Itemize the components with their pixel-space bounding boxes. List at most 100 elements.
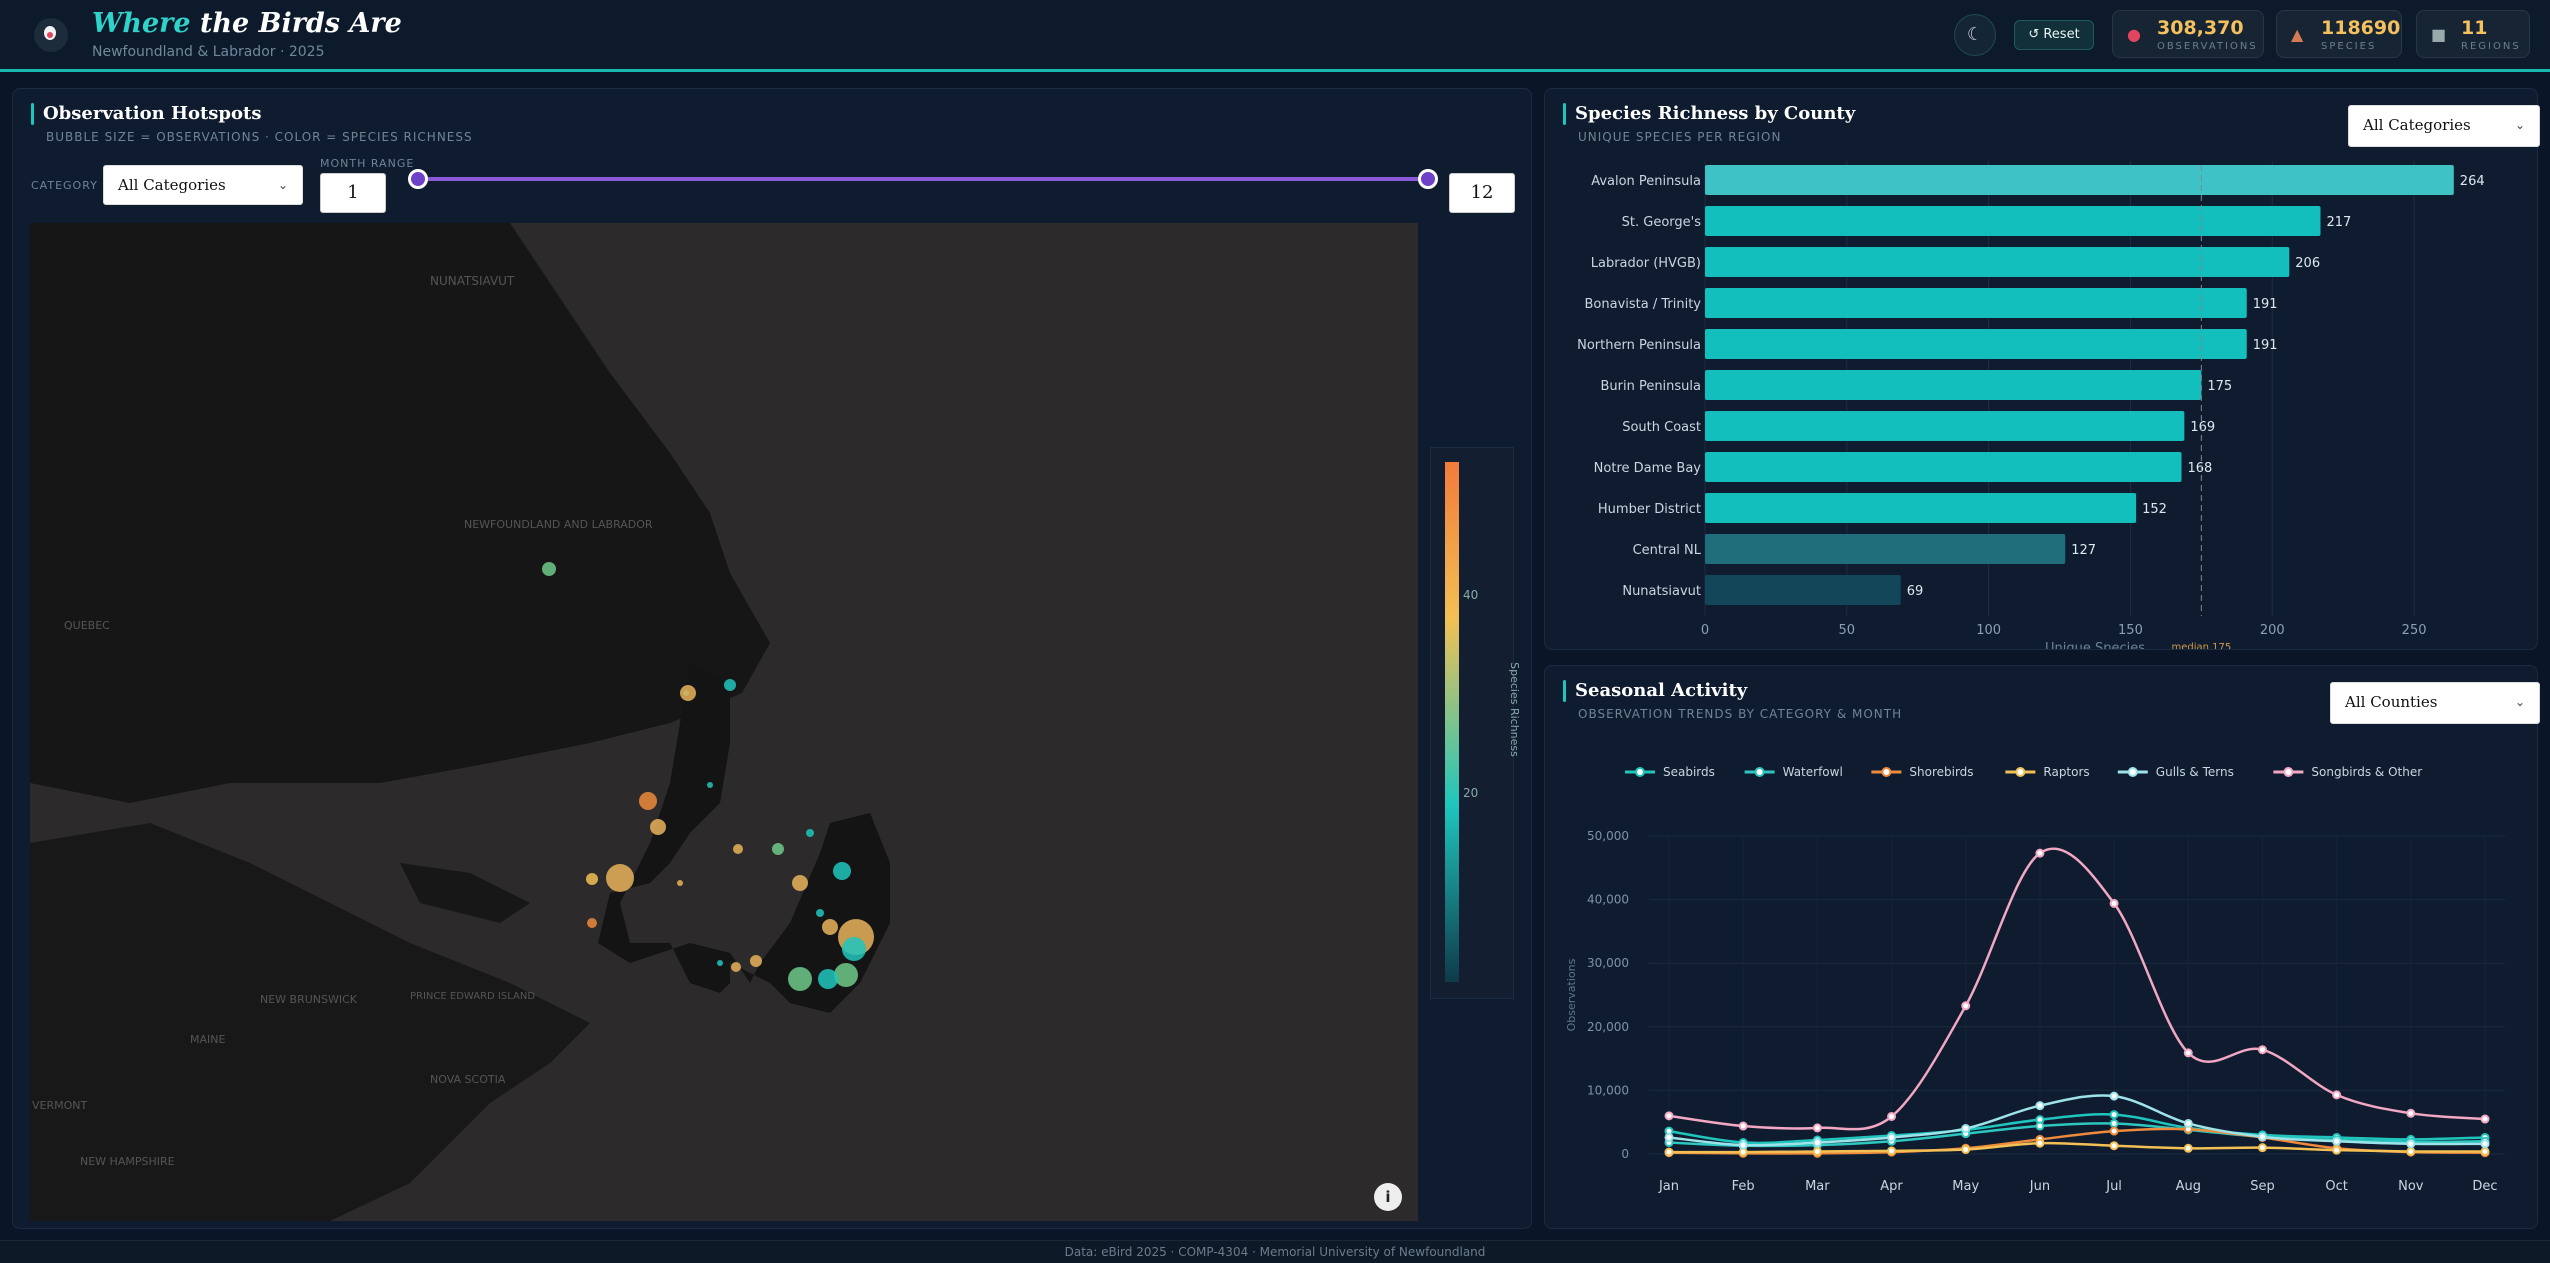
richness-chart: 0 50 100 150 200 250 Avalon Peninsula 264 St. Ge…: [1577, 161, 2485, 649]
data-point: [1887, 1132, 1897, 1142]
app-subtitle: Newfoundland & Labrador · 2025: [92, 44, 325, 60]
map-label-new-hampshire: NEW HAMPSHIRE: [80, 1155, 175, 1168]
data-point: [2480, 1146, 2490, 1156]
category-label: St. George's: [1622, 215, 1702, 230]
bar: [1705, 452, 2182, 482]
data-point: [2406, 1139, 2416, 1149]
data-point: [2035, 1101, 2045, 1111]
data-point: [2109, 898, 2119, 908]
bar: [1705, 206, 2321, 236]
hotspot-bubble[interactable]: [650, 819, 666, 835]
month-range-slider[interactable]: [408, 169, 1438, 189]
footer: Data: eBird 2025 · COMP-4304 · Memorial …: [0, 1240, 2550, 1263]
month-range-label: MONTH RANGE: [320, 157, 415, 170]
hotspot-bubble[interactable]: [724, 679, 736, 691]
hotspot-bubble[interactable]: [677, 880, 683, 886]
colorbar-tick-20: 20: [1463, 786, 1479, 800]
hotspot-bubble[interactable]: [772, 843, 784, 855]
x-tick-label: 200: [2260, 623, 2285, 638]
theme-toggle-button[interactable]: ☾: [1954, 14, 1996, 56]
data-point: [2257, 1132, 2267, 1142]
bar-value-label: 264: [2460, 174, 2485, 189]
category-select[interactable]: All Categories ⌄: [103, 165, 303, 205]
legend-label: Shorebirds: [1909, 765, 1973, 779]
hotspot-bubble[interactable]: [680, 685, 696, 701]
hotspot-bubble[interactable]: [707, 782, 713, 788]
legend-marker: [1754, 767, 1765, 777]
data-point: [2406, 1108, 2416, 1118]
x-tick-label: 50: [1839, 623, 1856, 638]
data-point: [1961, 1124, 1971, 1134]
colorbar-gradient: [1445, 462, 1459, 982]
x-tick-label: Mar: [1805, 1179, 1830, 1194]
regions-stat: ■ 11 REGIONS: [2416, 10, 2530, 58]
chevron-down-icon: ⌄: [277, 178, 288, 192]
map-label-nunatsiavut: NUNATSIAVUT: [430, 274, 515, 288]
bird-logo-icon: [34, 18, 68, 52]
x-axis-label: Unique Species: [2045, 641, 2145, 649]
data-point: [1664, 1111, 1674, 1121]
hotspot-bubble[interactable]: [750, 955, 762, 967]
y-tick-label: 20,000: [1587, 1020, 1629, 1034]
month-max-input[interactable]: 12: [1449, 173, 1515, 213]
bar-value-label: 206: [2295, 256, 2320, 271]
category-label: South Coast: [1622, 420, 1701, 435]
category-label: Central NL: [1633, 543, 1702, 558]
seasonal-subtitle: OBSERVATION TRENDS BY CATEGORY & MONTH: [1578, 707, 1903, 721]
seasonal-county-select[interactable]: All Counties ⌄: [2330, 682, 2540, 724]
land-newfoundland: [598, 663, 890, 1013]
observations-stat: ● 308,370 OBSERVATIONS: [2112, 10, 2264, 58]
hotspot-bubble[interactable]: [822, 919, 838, 935]
hotspot-bubble[interactable]: [639, 792, 657, 810]
bar-value-label: 127: [2071, 543, 2096, 558]
data-point: [1812, 1123, 1822, 1133]
data-point: [1664, 1132, 1674, 1142]
data-point: [2183, 1143, 2193, 1153]
map-label-pei: PRINCE EDWARD ISLAND: [410, 991, 535, 1002]
map-label-nova-scotia: NOVA SCOTIA: [430, 1073, 506, 1086]
hotspot-bubble[interactable]: [816, 909, 824, 917]
hotspot-bubble[interactable]: [606, 864, 634, 892]
data-point: [1738, 1140, 1748, 1150]
hotspot-bubble[interactable]: [818, 969, 838, 989]
bar-value-label: 169: [2190, 420, 2215, 435]
x-tick-label: Feb: [1732, 1179, 1755, 1194]
bar-value-label: 191: [2253, 338, 2278, 353]
richness-category-select[interactable]: All Categories ⌄: [2348, 105, 2540, 147]
category-label: Burin Peninsula: [1600, 379, 1701, 394]
slider-end-handle[interactable]: [1418, 169, 1438, 189]
hotspot-bubble[interactable]: [717, 960, 723, 966]
hotspot-bubble[interactable]: [834, 963, 858, 987]
hotspot-bubble[interactable]: [733, 844, 743, 854]
hotspot-map[interactable]: NUNATSIAVUT NEWFOUNDLAND AND LABRADOR QU…: [30, 223, 1418, 1221]
bar-value-label: 168: [2188, 461, 2213, 476]
x-tick-label: Sep: [2250, 1179, 2275, 1194]
legend-marker: [2127, 767, 2138, 777]
bar: [1705, 575, 1901, 605]
hotspot-bubble[interactable]: [731, 962, 741, 972]
hotspot-bubble[interactable]: [792, 875, 808, 891]
hotspot-bubble[interactable]: [833, 862, 851, 880]
bar-value-label: 175: [2207, 379, 2232, 394]
moon-icon: ☾: [1966, 24, 1984, 45]
data-point: [2332, 1136, 2342, 1146]
hotspot-bubble[interactable]: [586, 873, 598, 885]
slider-start-handle[interactable]: [408, 169, 428, 189]
hotspot-bubble[interactable]: [542, 562, 556, 576]
hotspot-bubble[interactable]: [788, 967, 812, 991]
median-label: median 175: [2171, 642, 2231, 649]
data-point: [2257, 1143, 2267, 1153]
x-tick-label: Nov: [2398, 1179, 2424, 1194]
month-min-input[interactable]: 1: [320, 173, 386, 213]
reset-button[interactable]: ↺ Reset: [2014, 20, 2094, 50]
hotspot-bubble[interactable]: [587, 918, 597, 928]
hotspot-bubble[interactable]: [842, 937, 866, 961]
y-tick-label: 40,000: [1587, 893, 1629, 907]
hotspot-bubble[interactable]: [806, 829, 814, 837]
legend-label: Raptors: [2043, 765, 2089, 779]
hotspots-title: Observation Hotspots: [31, 103, 261, 125]
category-label: Northern Peninsula: [1577, 338, 1701, 353]
info-icon[interactable]: i: [1374, 1183, 1402, 1211]
bar-value-label: 152: [2142, 502, 2167, 517]
data-point: [2109, 1141, 2119, 1151]
